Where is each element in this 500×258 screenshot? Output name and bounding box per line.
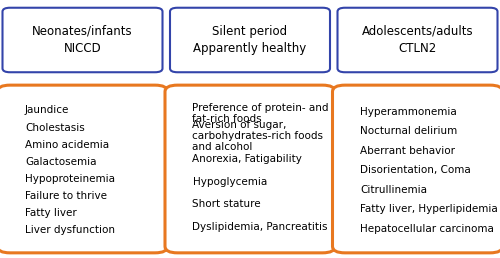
FancyBboxPatch shape — [2, 8, 162, 72]
Text: Hyperammonemia: Hyperammonemia — [360, 107, 457, 117]
Text: Liver dysfunction: Liver dysfunction — [25, 225, 115, 235]
Text: Disorientation, Coma: Disorientation, Coma — [360, 165, 471, 175]
Text: Cholestasis: Cholestasis — [25, 123, 85, 133]
FancyBboxPatch shape — [165, 85, 335, 253]
FancyBboxPatch shape — [0, 85, 168, 253]
Text: Hypoproteinemia: Hypoproteinemia — [25, 174, 115, 184]
FancyBboxPatch shape — [170, 8, 330, 72]
Text: Hypoglycemia: Hypoglycemia — [192, 177, 267, 187]
Text: Nocturnal delirium: Nocturnal delirium — [360, 126, 457, 136]
Text: Anorexia, Fatigability: Anorexia, Fatigability — [192, 154, 302, 164]
Text: Preference of protein- and
fat-rich foods: Preference of protein- and fat-rich food… — [192, 103, 329, 124]
Text: Adolescents/adults
CTLN2: Adolescents/adults CTLN2 — [362, 25, 474, 55]
Text: Silent period
Apparently healthy: Silent period Apparently healthy — [194, 25, 306, 55]
Text: Aversion of sugar,
carbohydrates-rich foods
and alcohol: Aversion of sugar, carbohydrates-rich fo… — [192, 120, 324, 152]
Text: Hepatocellular carcinoma: Hepatocellular carcinoma — [360, 224, 494, 234]
Text: Galactosemia: Galactosemia — [25, 157, 97, 167]
Text: Jaundice: Jaundice — [25, 106, 70, 116]
Text: Failure to thrive: Failure to thrive — [25, 191, 107, 201]
Text: Neonates/infants
NICCD: Neonates/infants NICCD — [32, 25, 133, 55]
FancyBboxPatch shape — [332, 85, 500, 253]
FancyBboxPatch shape — [338, 8, 498, 72]
Text: Fatty liver: Fatty liver — [25, 208, 77, 218]
Text: Fatty liver, Hyperlipidemia: Fatty liver, Hyperlipidemia — [360, 204, 498, 214]
Text: Short stature: Short stature — [192, 199, 261, 209]
Text: Citrullinemia: Citrullinemia — [360, 185, 427, 195]
Text: Amino acidemia: Amino acidemia — [25, 140, 109, 150]
Text: Aberrant behavior: Aberrant behavior — [360, 146, 455, 156]
Text: Dyslipidemia, Pancreatitis: Dyslipidemia, Pancreatitis — [192, 222, 328, 232]
